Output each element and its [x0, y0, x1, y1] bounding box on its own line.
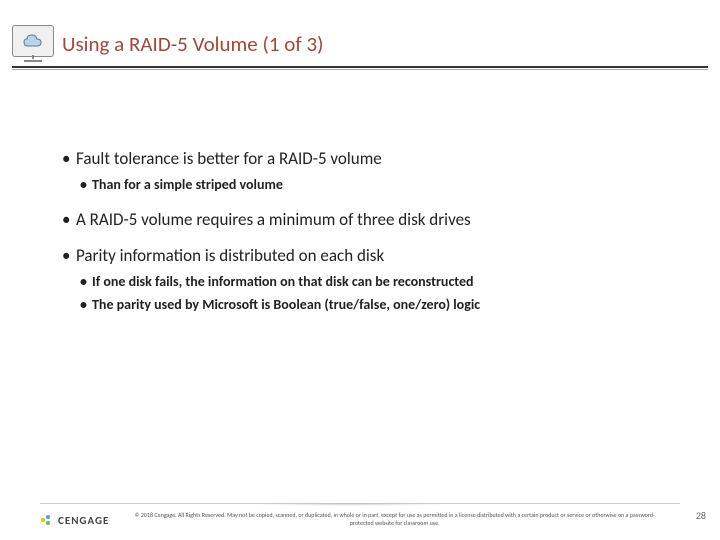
content-body: Fault tolerance is better for a RAID-5 v… — [62, 148, 680, 329]
logo-icon — [40, 513, 54, 527]
brand-name: CENGAGE — [58, 514, 109, 527]
footer: CENGAGE © 2018 Cengage. All Rights Reser… — [40, 512, 680, 528]
page-title: Using a RAID-5 Volume (1 of 3) — [62, 31, 324, 57]
bullet-level1: Fault tolerance is better for a RAID-5 v… — [62, 148, 680, 170]
header: Using a RAID-5 Volume (1 of 3) — [12, 24, 708, 64]
slide: Using a RAID-5 Volume (1 of 3) Fault tol… — [0, 0, 720, 540]
page-number: 28 — [696, 509, 706, 522]
bullet-level2: The parity used by Microsoft is Boolean … — [80, 296, 680, 315]
bullet-level2: Than for a simple striped volume — [80, 176, 680, 195]
cloud-icon — [21, 32, 45, 50]
bullet-group-2: A RAID-5 volume requires a minimum of th… — [62, 209, 680, 231]
bullet-level2: If one disk fails, the information on th… — [80, 273, 680, 292]
floor-shadow — [250, 503, 450, 506]
monitor-icon — [12, 25, 62, 63]
header-divider — [12, 66, 708, 68]
bullet-level1: A RAID-5 volume requires a minimum of th… — [62, 209, 680, 231]
copyright-text: © 2018 Cengage. All Rights Reserved. May… — [109, 512, 680, 528]
bullet-level1: Parity information is distributed on eac… — [62, 245, 680, 267]
brand-logo: CENGAGE — [40, 513, 109, 527]
bullet-group-1: Fault tolerance is better for a RAID-5 v… — [62, 148, 680, 195]
bullet-group-3: Parity information is distributed on eac… — [62, 245, 680, 315]
